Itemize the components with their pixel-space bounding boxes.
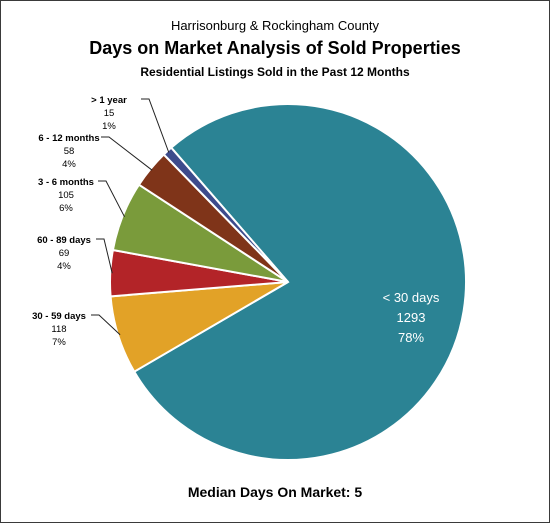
slice-percent-1: 7% [52, 337, 66, 348]
chart-subtitle: Residential Listings Sold in the Past 12… [140, 65, 410, 79]
slice-percent-0: 78% [398, 330, 424, 345]
slice-value-1: 118 [51, 324, 66, 335]
leader-line-3 [98, 180, 125, 218]
slice-value-0: 1293 [397, 310, 426, 325]
slice-label-4: 6 - 12 months [38, 133, 99, 144]
leader-line-5 [141, 98, 170, 153]
slice-label-2: 60 - 89 days [37, 235, 91, 246]
slice-percent-3: 6% [59, 203, 73, 214]
pie-slice-5 [162, 146, 289, 283]
slice-percent-5: 1% [102, 121, 116, 132]
slice-value-5: 15 [104, 108, 115, 119]
leader-line-1 [91, 314, 121, 336]
slice-value-4: 58 [64, 146, 75, 157]
slice-value-3: 105 [58, 190, 74, 201]
leader-line-4 [101, 136, 153, 171]
slice-label-5: > 1 year [91, 95, 127, 106]
leader-line-2 [96, 238, 113, 274]
pie-slice-0 [132, 103, 467, 461]
slice-value-2: 69 [59, 248, 70, 259]
median-days-footer: Median Days On Market: 5 [187, 484, 363, 500]
slice-percent-2: 4% [57, 261, 71, 272]
slice-label-0: < 30 days [383, 290, 440, 305]
chart-title: Days on Market Analysis of Sold Properti… [89, 38, 461, 58]
slice-label-3: 3 - 6 months [38, 177, 94, 188]
slice-label-1: 30 - 59 days [32, 311, 86, 322]
chart-suptitle: Harrisonburg & Rockingham County [170, 18, 380, 33]
slice-percent-4: 4% [62, 159, 76, 170]
